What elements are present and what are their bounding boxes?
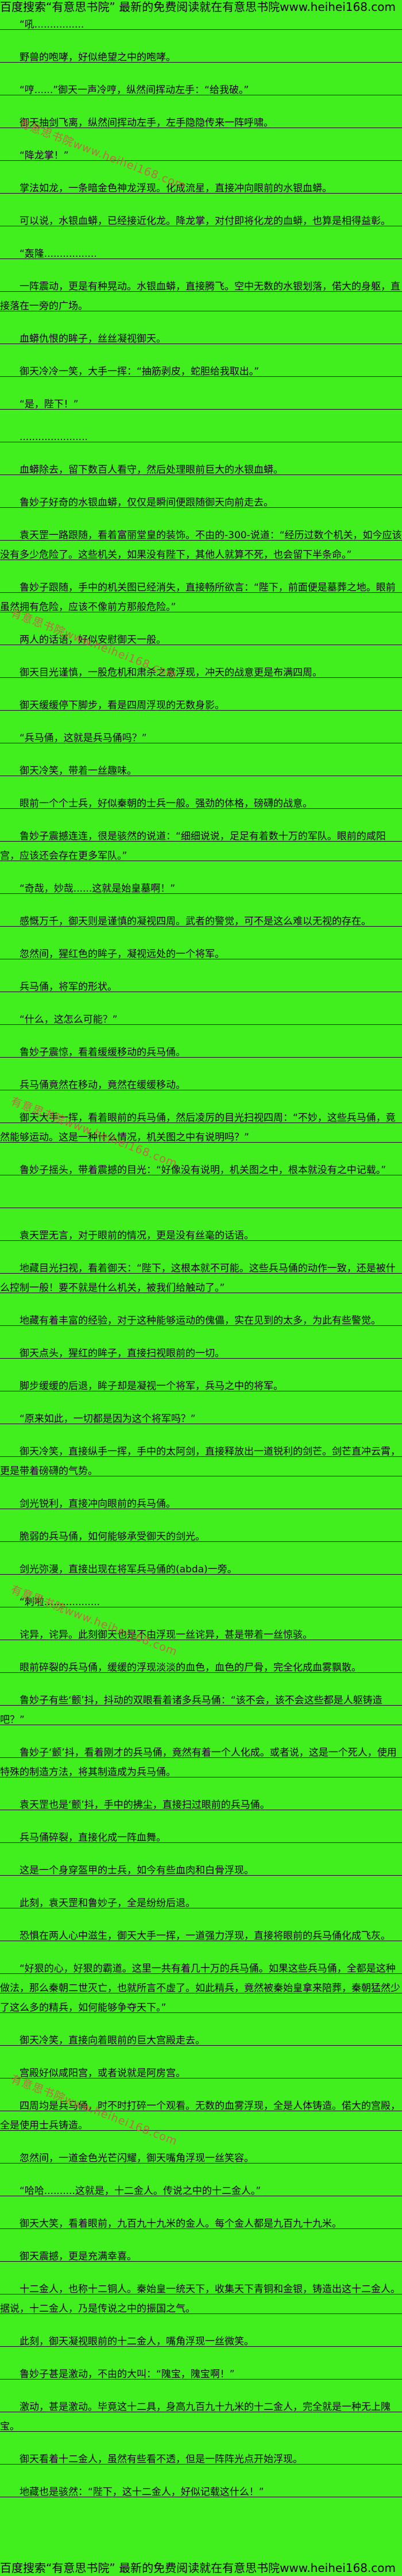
paragraph-18: 两人的话语，好似安慰御天一般。 bbox=[0, 630, 402, 650]
paragraph-39: 脚步缓缓的后退，眸子却是凝视一个将军，兵马之中的将军。 bbox=[0, 1376, 402, 1396]
paragraph-41: 御天冷笑，直接纵手一挥，手中的太阿剑，直接释放出一道锐利的剑芒。剑芒直冲云霄，更… bbox=[0, 1442, 402, 1481]
site-banner-top: 百度搜索“有意思书院” 最新的免费阅读就在有意思书院www.heihei168.… bbox=[0, 0, 396, 14]
paragraph-44: 剑光弥漫，直接出现在将军兵马俑的(abda)一旁。 bbox=[0, 1560, 402, 1579]
site-banner-bottom: 百度搜索“有意思书院” 最新的免费阅读就在有意思书院www.heihei168.… bbox=[0, 2561, 396, 2575]
paragraph-3: “哼......”御天一声冷哼，纵然间挥动左手：“给我破。” bbox=[0, 80, 402, 100]
paragraph-30: 鲁妙子震惊，看着缓缓移动的兵马俑。 bbox=[0, 1043, 402, 1062]
paragraph-29: “什么，这怎么可能？” bbox=[0, 1010, 402, 1029]
paragraph-56: 御天冷笑，直接向着眼前的巨大宫殿走去。 bbox=[0, 2031, 402, 2050]
paragraph-60: “哈哈..........这就是，十二金人。传说之中的十二金人。” bbox=[0, 2181, 402, 2201]
paragraph-64: 此刻，御天凝视眼前的十二金人，嘴角浮现一丝微笑。 bbox=[0, 2332, 402, 2351]
paragraph-46: 诧异，诧异。此刻御天也是不由浮现一丝诧异，甚是带着一丝惊骇。 bbox=[0, 1625, 402, 1645]
paragraph-7: 可以说，水银血蟒，已经接近化龙。降龙掌，对付即将化龙的血蟒，也算是相得益彰。 bbox=[0, 211, 402, 231]
paragraph-61: 御天大笑，看着眼前，九百九十九米的金人。每个金人都是九百九十九米。 bbox=[0, 2214, 402, 2234]
paragraph-21: “兵马俑，这就是兵马俑吗？” bbox=[0, 728, 402, 748]
paragraph-36: 地藏目光扫视，看着御天：“陛下，这根本就不可能。这些兵马俑的动作一致，还是被什么… bbox=[0, 1259, 402, 1298]
paragraph-14: 血蟒除去，留下数百人看守，然后处理眼前巨大的水银血蟒。 bbox=[0, 460, 402, 480]
paragraph-45: “刺啦.................. bbox=[0, 1592, 402, 1612]
paragraph-2: 野兽的咆哮，好似绝望之中的咆哮。 bbox=[0, 48, 402, 67]
paragraph-53: 此刻，袁天罡和鲁妙子，全是纷纷后退。 bbox=[0, 1894, 402, 1913]
paragraph-32: 御天大手一挥，看着眼前的兵马俑，然后凌厉的目光扫视四周：“不妙，这些兵马俑，竟然… bbox=[0, 1108, 402, 1147]
paragraph-16: 袁天罡一路跟随，看着富丽堂皇的装饰。不由的-300-说道：“经历过数个机关，如今… bbox=[0, 526, 402, 565]
paragraph-9: 一阵震动，更是有种晃动。水银血蟒，直接腾飞。空中无数的水银划落，偌大的身躯，直接… bbox=[0, 277, 402, 316]
paragraph-55: “好狠的心，好狠的霸道。这里一共有着几十万的兵马俑。如果这些兵马俑，全都是这种做… bbox=[0, 1959, 402, 2018]
paragraph-blank-34 bbox=[0, 1193, 402, 1213]
paragraph-10: 血蟒仇恨的眸子，丝丝凝视御天。 bbox=[0, 329, 402, 349]
paragraph-6: 掌法如龙，一条暗金色神龙浮现。化成流星，直接冲向眼前的水银血蟒。 bbox=[0, 179, 402, 198]
paragraph-17: 鲁妙子跟随，手中的机关图已经消失，直接畅所欲言：“陛下，前面便是墓葬之地。眼前虽… bbox=[0, 578, 402, 617]
paragraph-58: 四周均是兵马俑，时不时打碎一个观看。无数的血雾浮现，全是人体铸造。偌大的宫殿，全… bbox=[0, 2096, 402, 2135]
paragraph-31: 兵马俑竟然在移动，竟然在缓缓移动。 bbox=[0, 1075, 402, 1095]
paragraph-20: 御天缓缓停下脚步，看是四周浮现的无数身影。 bbox=[0, 696, 402, 715]
paragraph-24: 鲁妙子震撼连连，很是骇然的说道：“细细说说，足足有着数十万的军队。眼前的咸阳宫，… bbox=[0, 827, 402, 866]
paragraph-23: 眼前一个个士兵，好似秦朝的士兵一般。强劲的体格，磅礴的战意。 bbox=[0, 794, 402, 813]
paragraph-43: 脆弱的兵马俑，如何能够承受御天的剑光。 bbox=[0, 1527, 402, 1547]
paragraph-25: “奇哉，妙哉......这就是始皇墓啊！” bbox=[0, 879, 402, 898]
paragraph-50: 袁天罡也是‘颤’抖，手中的拂尘，直接扫过眼前的兵马俑。 bbox=[0, 1795, 402, 1815]
paragraph-38: 御天点头，猩红的眸子，直接扫视眼前的一切。 bbox=[0, 1344, 402, 1363]
paragraph-62: 御天震撼，更是充满幸喜。 bbox=[0, 2247, 402, 2266]
paragraph-35: 袁天罡无言，对于眼前的情况，更是没有丝毫的话语。 bbox=[0, 1226, 402, 1245]
paragraph-51: 兵马俑碎裂，直接化成一阵血舞。 bbox=[0, 1828, 402, 1848]
paragraph-28: 兵马俑，将军的形状。 bbox=[0, 977, 402, 997]
paragraph-42: 剑光锐利，直接冲向眼前的兵马俑。 bbox=[0, 1494, 402, 1514]
paragraph-57: 宫殿好似咸阳宫，或者说就是阿房宫。 bbox=[0, 2064, 402, 2083]
paragraph-47: 眼前碎裂的兵马俑，缓缓的浮现淡淡的血色，血色的尸骨，完全化成血雾飘散。 bbox=[0, 1658, 402, 1678]
paragraph-15: 鲁妙子好奇的水银血蟒，仅仅是瞬间便跟随御天向前走去。 bbox=[0, 493, 402, 512]
paragraph-33: 鲁妙子摇头，带着震撼的目光：“好像没有说明，机关图之中，根本就没有之中记载。” bbox=[0, 1160, 402, 1180]
paragraph-19: 御天目光谨慎，一股危机和肃杀之意浮现，冲天的战意更是布满四周。 bbox=[0, 663, 402, 682]
paragraph-27: 忽然间，猩红色的眸子，凝视远处的一个将军。 bbox=[0, 944, 402, 964]
paragraph-13: ...................... bbox=[0, 427, 402, 447]
paragraph-66: 激动，甚是激动。毕竟这十二具，身高九百九十九米的十二金人，完全就是一种无上隗宝。 bbox=[0, 2397, 402, 2436]
paragraph-52: 这是一个身穿盔甲的士兵，如今有些血肉和白骨浮现。 bbox=[0, 1861, 402, 1880]
paragraph-5: “降龙掌！” bbox=[0, 146, 402, 165]
paragraph-68: 地藏也是骇然：“陛下，这十二金人，好似记载这什么！” bbox=[0, 2482, 402, 2502]
paragraph-1: “吼................ bbox=[0, 15, 402, 34]
novel-text: “吼................ 野兽的咆哮，好似绝望之中的咆哮。 “哼....… bbox=[0, 14, 402, 2502]
paragraph-4: 御天抽剑飞离，纵然间挥动左手，左手隐隐传来一阵呼啸。 bbox=[0, 113, 402, 133]
paragraph-12: “是，陛下！” bbox=[0, 395, 402, 414]
paragraph-11: 御天冷冷一笑，大手一挥：“抽筋剥皮，蛇胆给我取出。” bbox=[0, 362, 402, 381]
paragraph-63: 十二金人，也称十二铜人。秦始皇一统天下，收集天下青铜和金银，铸造出这十二金人。据… bbox=[0, 2280, 402, 2319]
paragraph-22: 御天冷笑，带着一丝趣味。 bbox=[0, 761, 402, 781]
paragraph-67: 御天看着十二金人，虽然有些看不透，但是一阵阵光点开始浮现。 bbox=[0, 2450, 402, 2469]
paragraph-8: “轰隆................. bbox=[0, 244, 402, 264]
paragraph-26: 感慨万千，御天则是谨慎的凝视四周。武者的警觉，可不是这么难以无视的存在。 bbox=[0, 912, 402, 931]
paragraph-54: 恐惧在两人心中滋生，御天大手一挥，一道强力浮现，直接将眼前的兵马俑化成飞灰。 bbox=[0, 1926, 402, 1946]
paragraph-37: 地藏有着丰富的经验，对于这种能够运动的傀儡，实在见到的太多，为此有些警觉。 bbox=[0, 1311, 402, 1331]
paragraph-65: 鲁妙子甚是激动，不由的大叫：“隗宝，隗宝啊！” bbox=[0, 2365, 402, 2384]
paragraph-40: “原来如此，一切都是因为这个将军吗？” bbox=[0, 1409, 402, 1429]
paragraph-59: 忽然间，一道金色光芒闪耀，御天嘴角浮现一丝笑容。 bbox=[0, 2149, 402, 2168]
paragraph-48: 鲁妙子有些‘颤’抖，抖动的双眼看着诸多兵马俑：“该不会，该不会这些都是人躯铸造吧… bbox=[0, 1691, 402, 1730]
paragraph-49: 鲁妙子‘颤’抖，看着刚才的兵马俑，竟然有着一个人化成。或者说，这是一个死人，使用… bbox=[0, 1743, 402, 1782]
